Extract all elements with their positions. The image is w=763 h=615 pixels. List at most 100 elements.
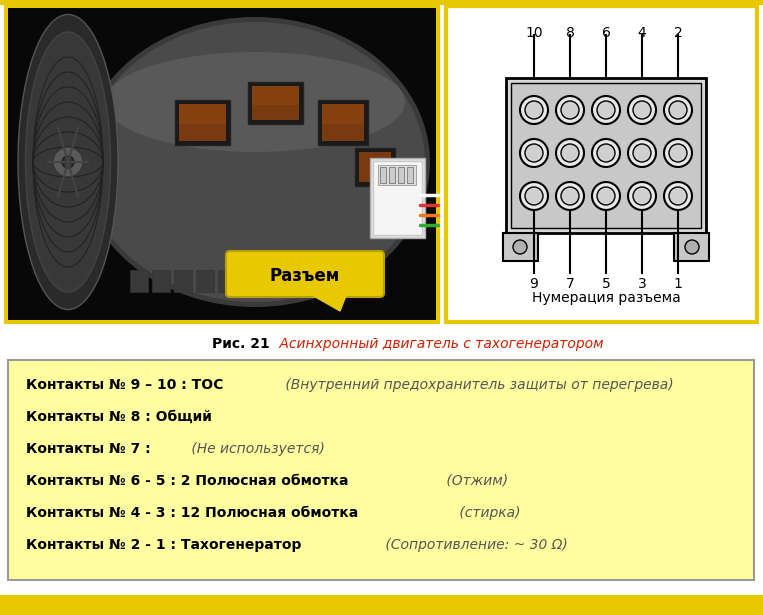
Text: 2: 2: [674, 26, 682, 40]
Bar: [0, 0, 763, 5]
Ellipse shape: [25, 32, 111, 292]
Circle shape: [633, 101, 651, 119]
Circle shape: [597, 144, 615, 162]
Text: Контакты № 2 - 1 : Тахогенератор: Контакты № 2 - 1 : Тахогенератор: [26, 538, 301, 552]
Text: 4: 4: [638, 26, 646, 40]
Text: (Не используется): (Не используется): [187, 442, 325, 456]
Text: 6: 6: [601, 26, 610, 40]
Bar: [152, 270, 170, 292]
Bar: [674, 233, 709, 261]
Circle shape: [597, 187, 615, 205]
Circle shape: [664, 182, 692, 210]
Polygon shape: [305, 260, 360, 311]
Circle shape: [520, 96, 548, 124]
Circle shape: [664, 96, 692, 124]
Bar: [373, 161, 422, 235]
Circle shape: [561, 144, 579, 162]
Text: 9: 9: [530, 277, 539, 291]
Circle shape: [561, 101, 579, 119]
Circle shape: [669, 101, 687, 119]
Text: 7: 7: [565, 277, 575, 291]
Circle shape: [592, 182, 620, 210]
Bar: [252, 86, 299, 105]
Bar: [218, 270, 236, 292]
Bar: [378, 165, 416, 185]
Circle shape: [628, 182, 656, 210]
Bar: [175, 100, 230, 145]
Bar: [179, 104, 226, 141]
Circle shape: [525, 101, 543, 119]
Bar: [322, 104, 364, 124]
Circle shape: [685, 240, 699, 254]
Text: Нумерация разъема: Нумерация разъема: [532, 291, 681, 305]
Circle shape: [669, 144, 687, 162]
Bar: [506, 78, 706, 233]
Text: (Внутренний предохранитель защиты от перегрева): (Внутренний предохранитель защиты от пер…: [281, 378, 673, 392]
Text: 8: 8: [565, 26, 575, 40]
Text: Контакты № 9 – 10 : ТОС: Контакты № 9 – 10 : ТОС: [26, 378, 224, 392]
Text: Разъем: Разъем: [270, 267, 340, 285]
Circle shape: [520, 182, 548, 210]
Bar: [130, 270, 148, 292]
Circle shape: [669, 187, 687, 205]
Bar: [252, 86, 299, 120]
Circle shape: [592, 96, 620, 124]
Ellipse shape: [18, 15, 118, 309]
Bar: [174, 270, 192, 292]
Bar: [389, 167, 395, 183]
Circle shape: [561, 187, 579, 205]
Circle shape: [53, 147, 83, 177]
Bar: [8, 360, 754, 580]
Bar: [322, 104, 364, 141]
Text: Асинхронный двигатель с тахогенератором: Асинхронный двигатель с тахогенератором: [275, 337, 604, 351]
Circle shape: [628, 96, 656, 124]
Circle shape: [628, 139, 656, 167]
Bar: [196, 270, 214, 292]
Text: 1: 1: [674, 277, 682, 291]
Bar: [262, 270, 280, 292]
Circle shape: [556, 96, 584, 124]
Bar: [359, 152, 391, 182]
Text: Контакты № 4 - 3 : 12 Полюсная обмотка: Контакты № 4 - 3 : 12 Полюсная обмотка: [26, 506, 359, 520]
Circle shape: [592, 139, 620, 167]
Text: (стирка): (стирка): [455, 506, 520, 520]
Circle shape: [633, 187, 651, 205]
Circle shape: [597, 101, 615, 119]
Bar: [284, 270, 302, 292]
Bar: [370, 158, 425, 238]
Bar: [179, 104, 226, 124]
Text: Контакты № 8 : Общий: Контакты № 8 : Общий: [26, 410, 212, 424]
Text: Контакты № 7 :: Контакты № 7 :: [26, 442, 150, 456]
Bar: [0, 595, 763, 615]
Bar: [355, 148, 395, 186]
Ellipse shape: [105, 52, 405, 152]
Circle shape: [62, 156, 74, 168]
Circle shape: [556, 182, 584, 210]
Circle shape: [525, 187, 543, 205]
Bar: [446, 6, 757, 322]
Circle shape: [664, 139, 692, 167]
Bar: [503, 233, 538, 261]
Bar: [318, 100, 368, 145]
Text: (Отжим): (Отжим): [442, 474, 508, 488]
Bar: [398, 167, 404, 183]
Text: 3: 3: [638, 277, 646, 291]
Bar: [8, 8, 436, 320]
Bar: [511, 83, 701, 228]
Circle shape: [556, 139, 584, 167]
Ellipse shape: [80, 17, 430, 307]
FancyBboxPatch shape: [226, 251, 384, 297]
Bar: [240, 270, 258, 292]
Bar: [248, 82, 303, 124]
Text: Рис. 21: Рис. 21: [212, 337, 270, 351]
Text: 5: 5: [601, 277, 610, 291]
Ellipse shape: [85, 22, 425, 302]
Circle shape: [513, 240, 527, 254]
Bar: [380, 167, 386, 183]
Text: Контакты № 6 - 5 : 2 Полюсная обмотка: Контакты № 6 - 5 : 2 Полюсная обмотка: [26, 474, 349, 488]
Text: (Сопротивление: ~ 30 Ω): (Сопротивление: ~ 30 Ω): [382, 538, 568, 552]
Bar: [407, 167, 413, 183]
Circle shape: [525, 144, 543, 162]
Circle shape: [633, 144, 651, 162]
Text: 10: 10: [525, 26, 542, 40]
